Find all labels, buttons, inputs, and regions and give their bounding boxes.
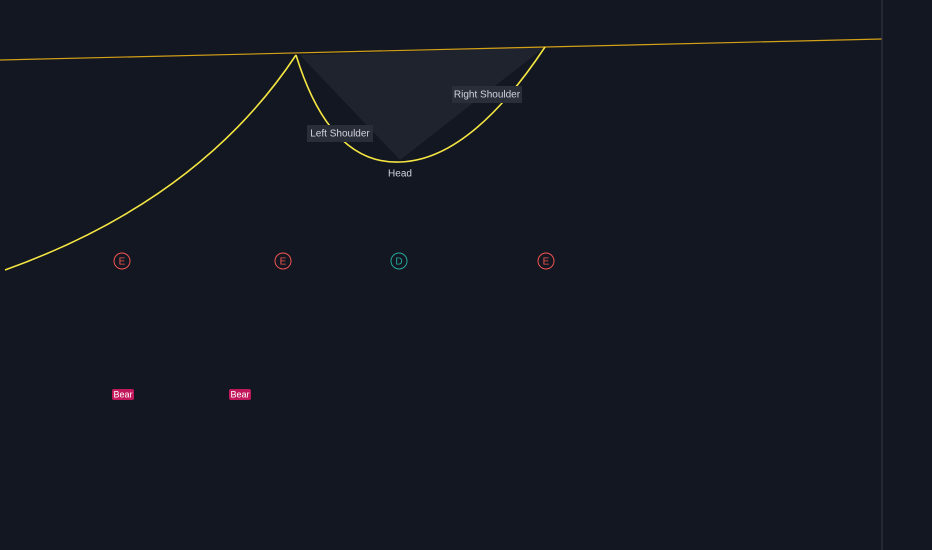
- event-marker[interactable]: [537, 252, 555, 270]
- event-label: E: [280, 257, 287, 268]
- annotation-box: [307, 125, 373, 142]
- event-marker[interactable]: [113, 252, 131, 270]
- annotation: Right Shoulder: [454, 90, 521, 101]
- event-marker[interactable]: [274, 252, 292, 270]
- event-label: D: [395, 257, 402, 268]
- annotation: Bear: [230, 389, 249, 399]
- event-label: E: [543, 257, 550, 268]
- pattern-zone: [300, 47, 545, 160]
- annotation-box: [452, 86, 522, 103]
- curve: [295, 46, 546, 163]
- annotation: Head: [388, 169, 412, 180]
- annotation: Left Shoulder: [310, 129, 370, 140]
- event-marker[interactable]: [390, 252, 408, 270]
- annotation-box: [229, 389, 251, 400]
- neckline: [0, 38, 883, 61]
- event-label: E: [119, 257, 126, 268]
- annotation: Bear: [113, 389, 132, 399]
- annotation-box: [112, 389, 134, 400]
- curve: [4, 54, 297, 271]
